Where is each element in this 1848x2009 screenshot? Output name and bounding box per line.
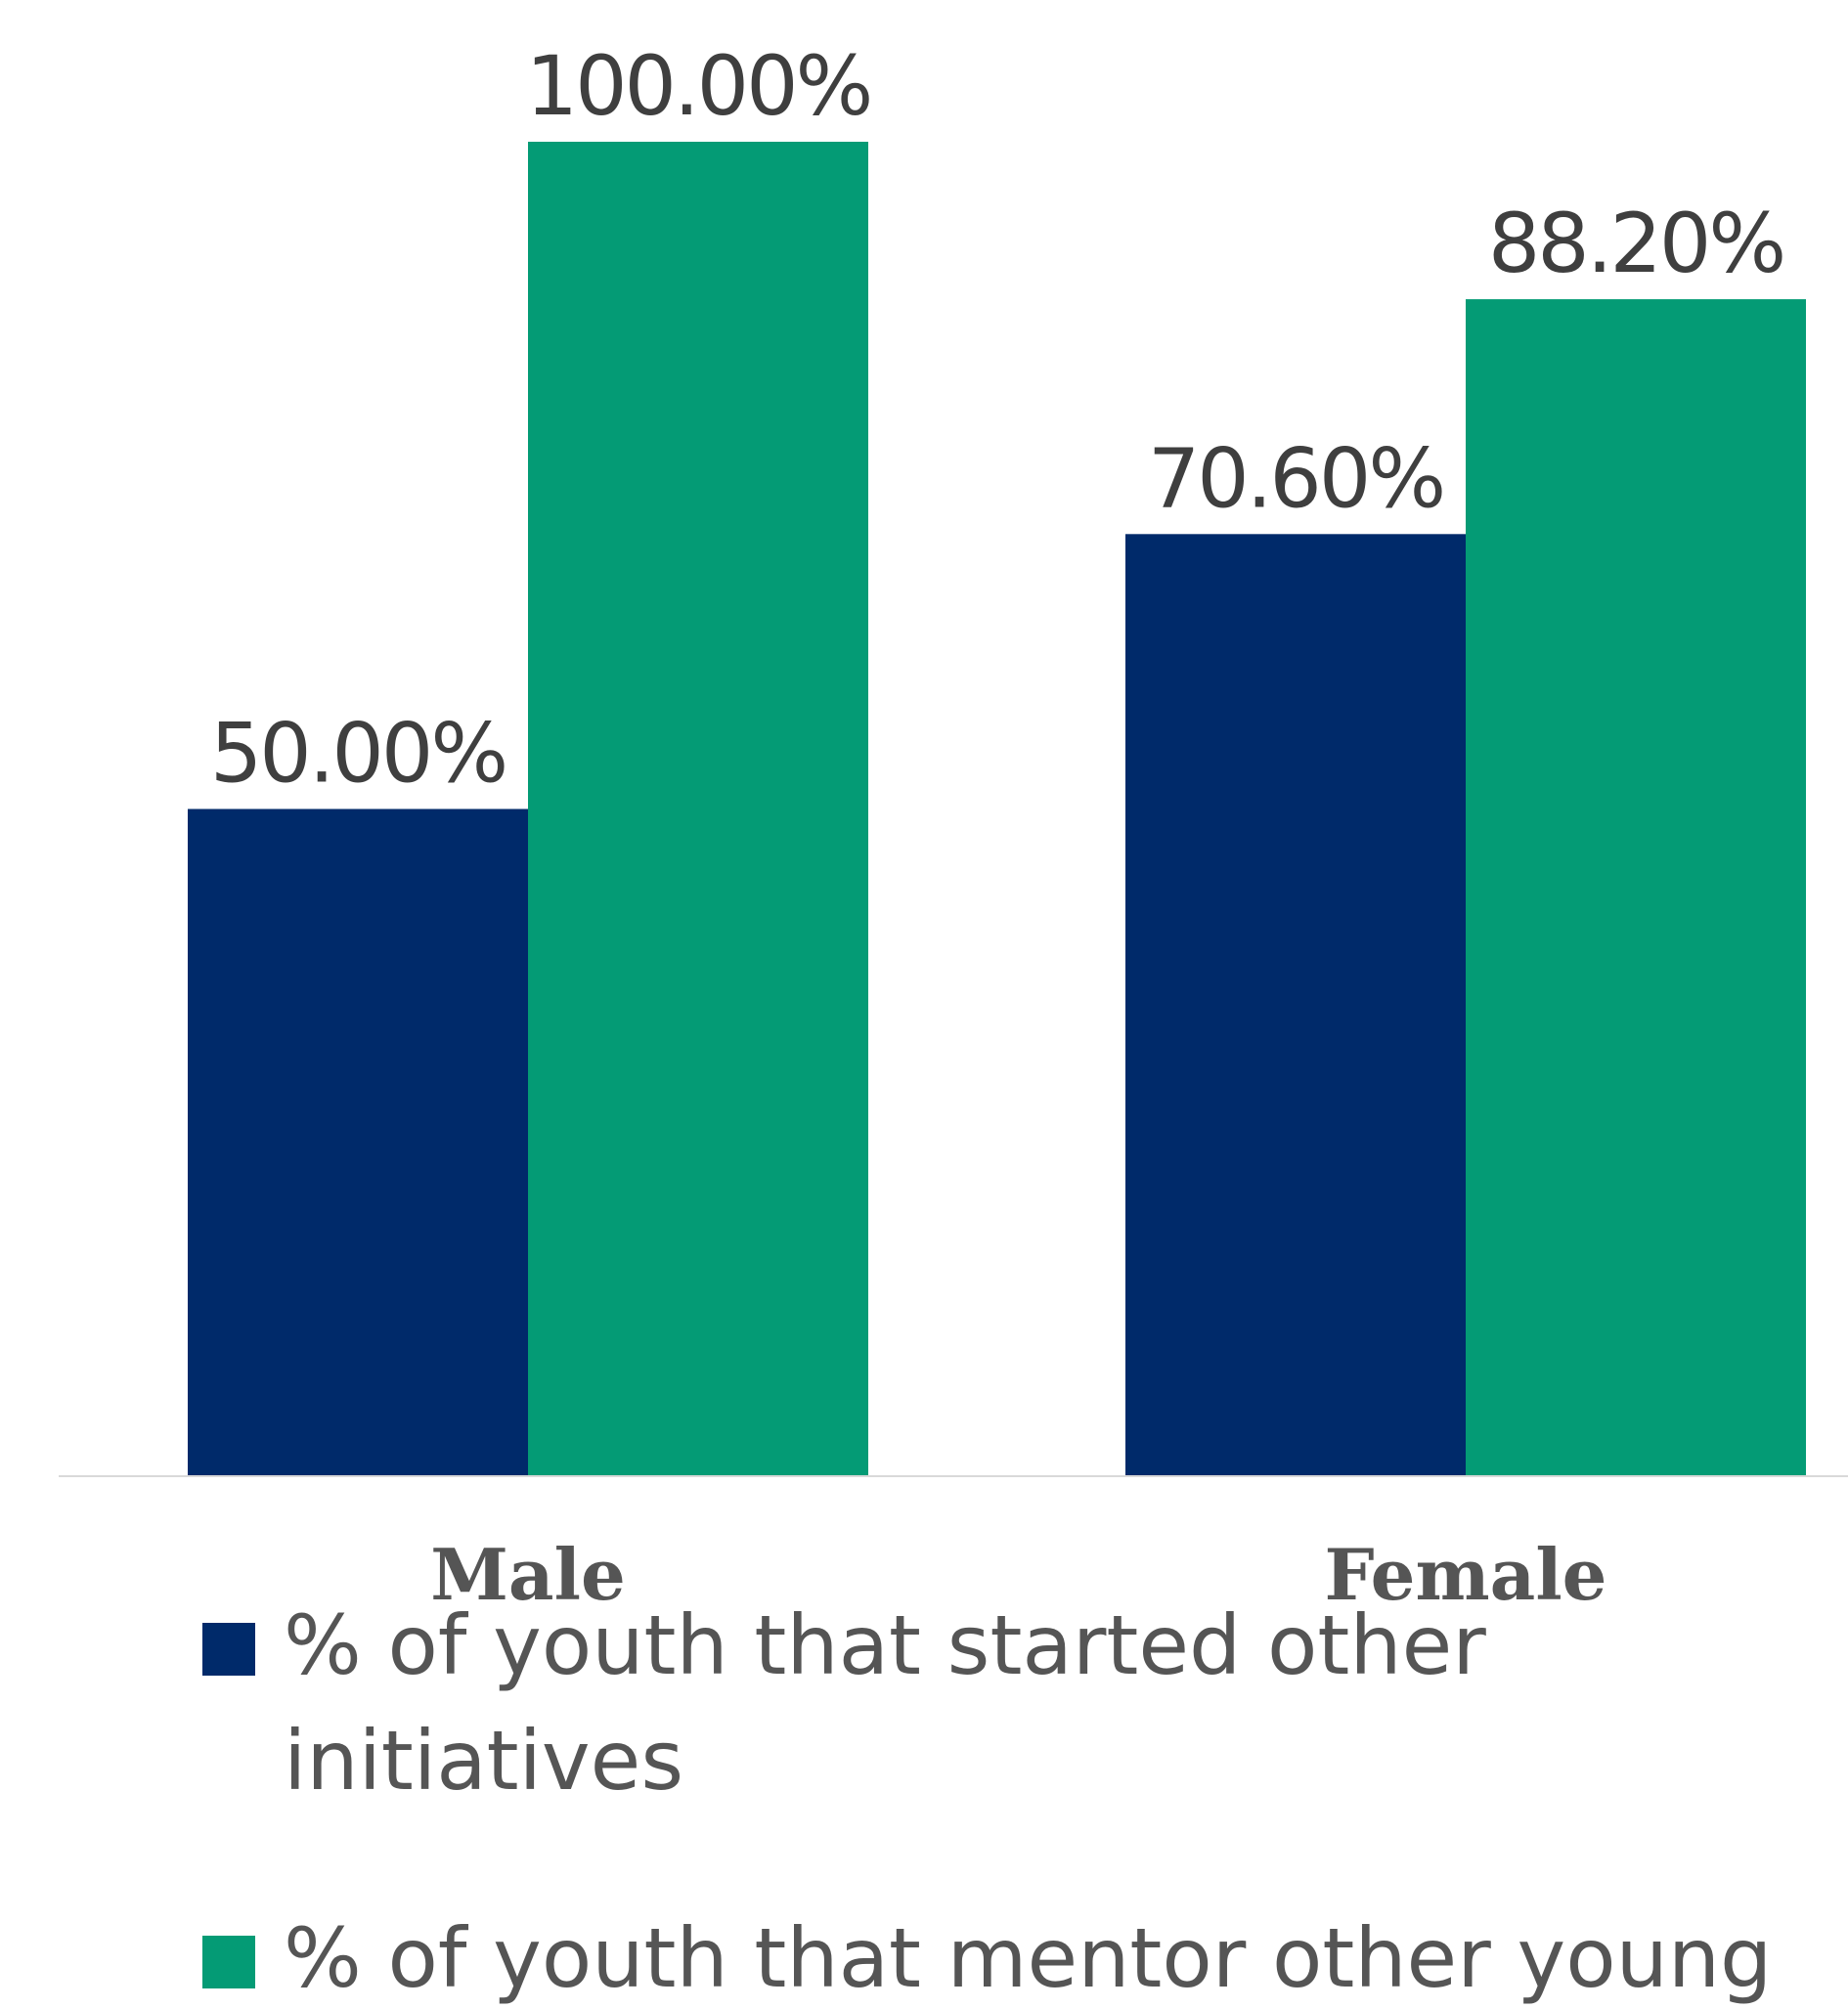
data-label-female-series-1: 70.60% (1148, 430, 1443, 526)
bar-female-series-1 (1125, 534, 1466, 1476)
legend-swatch-series-2 (202, 1936, 255, 1988)
legend: % of youth that started other initiatives… (202, 1597, 1772, 2006)
category-labels-layer: Male Female (430, 1533, 1606, 1616)
data-label-female-series-2: 88.20% (1488, 196, 1783, 291)
legend-label-series-2: % of youth that mentor other young (284, 1910, 1772, 2006)
data-labels-layer: 50.00% 100.00% 70.60% 88.20% (210, 38, 1786, 802)
bar-female-series-2 (1466, 299, 1806, 1476)
legend-label-line: % of youth that mentor other young (284, 1910, 1772, 2006)
data-label-male-series-2: 100.00% (526, 38, 871, 134)
bar-male-series-1 (188, 808, 528, 1476)
bars-layer (188, 142, 1806, 1476)
legend-label-line: % of youth that started other (284, 1597, 1486, 1693)
category-label-male: Male (430, 1533, 626, 1616)
legend-label-line: initiatives (284, 1713, 683, 1809)
bar-male-series-2 (528, 142, 868, 1476)
category-label-female: Female (1325, 1533, 1607, 1616)
legend-label-series-1: % of youth that started other initiatives (284, 1597, 1486, 1809)
legend-swatch-series-1 (202, 1623, 255, 1676)
data-label-male-series-1: 50.00% (210, 706, 506, 802)
